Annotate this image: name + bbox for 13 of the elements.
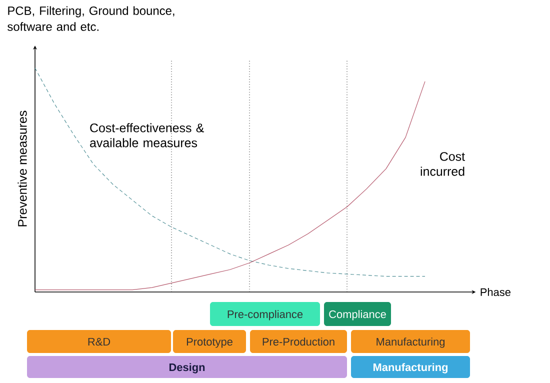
text: Prototype xyxy=(186,338,232,348)
text: Manufacturing xyxy=(376,338,445,348)
text: Compliance xyxy=(329,310,386,320)
text: Design xyxy=(169,363,205,374)
text: Pre-Production xyxy=(262,338,334,346)
text: R&D xyxy=(88,338,110,346)
text: Manufacturing xyxy=(373,363,448,374)
y-axis-title: Preventive measures xyxy=(18,110,27,226)
chart-title: PCB, Filtering, Ground bounce, software and etc. xyxy=(8,6,174,31)
x-axis-title: Phase xyxy=(480,288,510,296)
series-label: Cost incurred xyxy=(420,152,465,176)
series-label: Cost-effectiveness & available measures xyxy=(90,123,204,148)
text: Pre-compliance xyxy=(228,310,303,320)
